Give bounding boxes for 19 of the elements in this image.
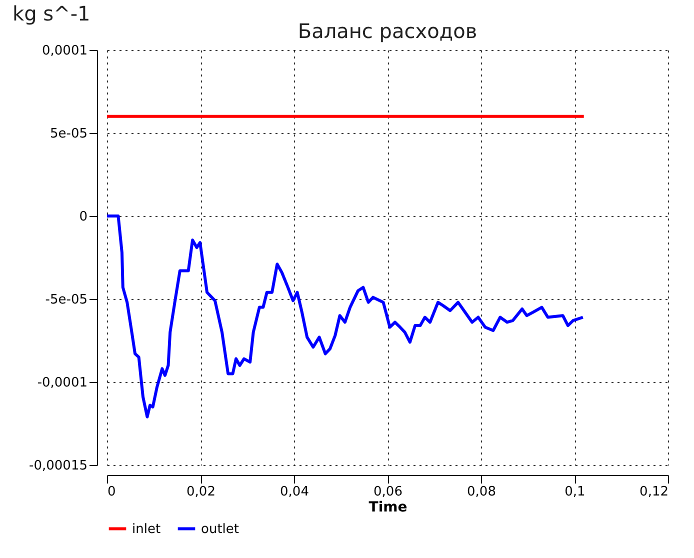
x-tick-label: 0,08 xyxy=(467,484,496,500)
x-tick-label: 0,06 xyxy=(374,484,402,500)
y-axis-title: kg s^-1 xyxy=(12,2,90,26)
x-tick-label: 0,1 xyxy=(564,484,586,500)
x-tick-label: 0,02 xyxy=(186,484,216,500)
legend-label: outlet xyxy=(201,522,239,537)
y-tick-label: -0,0001 xyxy=(37,376,88,390)
x-tick-label: 0,12 xyxy=(640,484,668,500)
x-tick-label: 0 xyxy=(108,484,116,500)
y-tick-label: -5e-05 xyxy=(45,292,88,308)
legend-label: inlet xyxy=(132,522,161,537)
line-series xyxy=(107,214,584,418)
chart-title: Баланс расходов xyxy=(298,19,478,43)
x-axis-title: Time xyxy=(368,500,408,516)
y-tick-label: 5e-05 xyxy=(50,126,88,142)
y-tick-label: 0,0001 xyxy=(42,44,88,58)
y-tick-label: 0 xyxy=(79,210,88,224)
x-tick-label: 0,04 xyxy=(280,484,309,500)
y-tick-label: -0,00015 xyxy=(29,458,88,474)
